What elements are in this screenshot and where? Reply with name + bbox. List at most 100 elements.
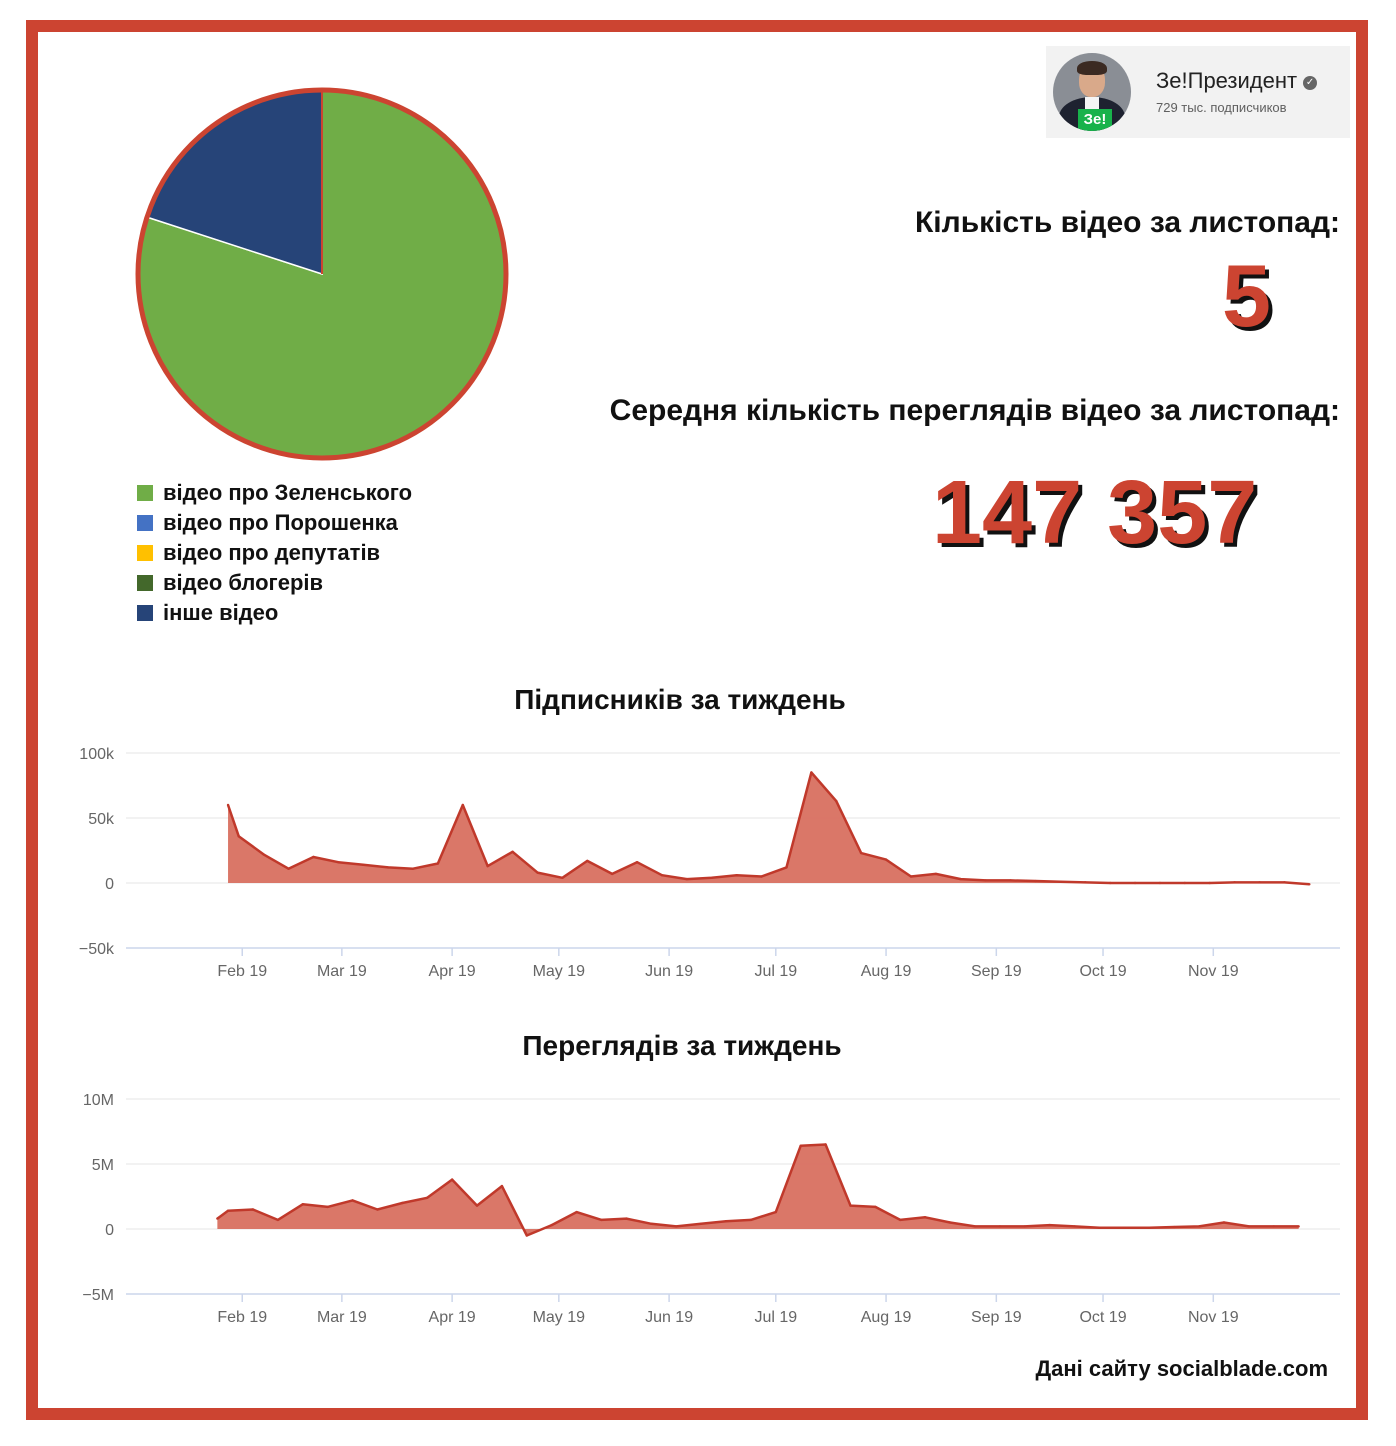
subs-title: Підписників за тиждень <box>514 684 845 715</box>
subs-point-17[interactable] <box>635 861 639 864</box>
views-point-25[interactable] <box>824 1143 827 1146</box>
views-point-3[interactable] <box>276 1218 280 1222</box>
subs-point-7[interactable] <box>386 866 390 869</box>
subs-point-41[interactable] <box>1233 881 1236 884</box>
subs-point-23[interactable] <box>785 866 788 869</box>
subs-point-11[interactable] <box>486 864 489 868</box>
subs-point-2[interactable] <box>262 853 265 856</box>
subs-point-4[interactable] <box>312 855 315 859</box>
legend-item-0[interactable]: відео про Зеленського <box>137 478 412 508</box>
subs-point-5[interactable] <box>337 861 340 864</box>
subs-point-29[interactable] <box>934 872 938 876</box>
subs-point-30[interactable] <box>959 877 962 881</box>
views-point-12[interactable] <box>500 1184 504 1188</box>
subs-point-36[interactable] <box>1108 881 1112 885</box>
subs-point-15[interactable] <box>586 859 589 863</box>
subs-point-31[interactable] <box>984 879 987 882</box>
subs-point-18[interactable] <box>660 874 664 877</box>
views-point-43[interactable] <box>1272 1225 1275 1228</box>
channel-name[interactable]: Зе!Президент ✓ <box>1156 68 1318 94</box>
views-point-44[interactable] <box>1297 1225 1300 1228</box>
views-point-17[interactable] <box>625 1217 628 1220</box>
views-point-10[interactable] <box>450 1178 454 1181</box>
subs-point-20[interactable] <box>710 876 713 879</box>
subs-point-8[interactable] <box>411 867 415 870</box>
legend-item-4[interactable]: інше відео <box>137 598 412 628</box>
views-point-31[interactable] <box>973 1225 977 1228</box>
subs-point-28[interactable] <box>909 875 913 878</box>
legend-item-1[interactable]: відео про Порошенка <box>137 508 412 538</box>
views-point-18[interactable] <box>650 1222 653 1225</box>
subs-point-40[interactable] <box>1208 881 1211 885</box>
subs-point-27[interactable] <box>884 858 888 861</box>
views-point-30[interactable] <box>948 1221 952 1224</box>
views-point-1[interactable] <box>226 1209 230 1212</box>
subs-point-24[interactable] <box>810 771 813 774</box>
views-point-8[interactable] <box>401 1201 404 1205</box>
views-point-16[interactable] <box>600 1218 603 1222</box>
views-point-9[interactable] <box>426 1196 429 1199</box>
subs-point-37[interactable] <box>1133 881 1137 885</box>
subs-point-22[interactable] <box>760 875 763 878</box>
subs-point-12[interactable] <box>511 850 514 853</box>
views-point-4[interactable] <box>301 1203 304 1206</box>
subs-point-10[interactable] <box>461 803 464 807</box>
subs-point-38[interactable] <box>1158 881 1162 885</box>
subs-point-14[interactable] <box>561 876 564 879</box>
views-point-19[interactable] <box>675 1225 678 1228</box>
subs-point-16[interactable] <box>610 872 614 876</box>
subs-point-35[interactable] <box>1084 881 1087 884</box>
subs-point-21[interactable] <box>735 874 738 877</box>
views-point-34[interactable] <box>1048 1223 1051 1227</box>
subs-point-0[interactable] <box>226 803 230 807</box>
views-point-35[interactable] <box>1073 1225 1076 1228</box>
views-point-6[interactable] <box>351 1199 354 1202</box>
legend-item-3[interactable]: відео блогерів <box>137 568 412 598</box>
subs-y-tick-1: 50k <box>88 811 115 828</box>
views-point-39[interactable] <box>1172 1225 1176 1229</box>
views-point-38[interactable] <box>1148 1226 1151 1229</box>
subs-point-13[interactable] <box>536 871 539 874</box>
channel-card[interactable]: Зе! Зе!Президент ✓ 729 тыс. подписчиков <box>1046 46 1350 138</box>
views-point-41[interactable] <box>1222 1221 1226 1224</box>
views-point-42[interactable] <box>1247 1225 1251 1228</box>
views-point-29[interactable] <box>923 1216 927 1219</box>
subs-point-34[interactable] <box>1059 880 1062 883</box>
views-point-20[interactable] <box>699 1222 703 1225</box>
views-point-40[interactable] <box>1197 1225 1201 1228</box>
subs-point-33[interactable] <box>1034 879 1037 883</box>
subs-point-43[interactable] <box>1283 881 1286 884</box>
views-point-14[interactable] <box>550 1223 553 1227</box>
views-point-27[interactable] <box>874 1205 877 1209</box>
views-point-7[interactable] <box>376 1208 379 1211</box>
subs-point-26[interactable] <box>859 851 863 855</box>
views-point-23[interactable] <box>774 1210 777 1214</box>
views-point-32[interactable] <box>998 1225 1002 1228</box>
views-point-24[interactable] <box>799 1144 802 1147</box>
subs-point-3[interactable] <box>287 867 290 870</box>
views-point-0[interactable] <box>216 1217 219 1220</box>
views-point-33[interactable] <box>1023 1225 1026 1228</box>
subs-point-1[interactable] <box>237 835 240 838</box>
views-point-2[interactable] <box>251 1208 255 1211</box>
views-point-11[interactable] <box>475 1204 479 1207</box>
views-point-37[interactable] <box>1123 1226 1126 1229</box>
subs-point-44[interactable] <box>1308 883 1311 886</box>
views-point-22[interactable] <box>749 1218 753 1222</box>
views-point-21[interactable] <box>724 1220 728 1223</box>
views-point-5[interactable] <box>326 1205 329 1209</box>
views-point-13[interactable] <box>525 1234 529 1237</box>
subs-point-9[interactable] <box>436 862 440 865</box>
views-point-28[interactable] <box>899 1218 902 1222</box>
legend-item-2[interactable]: відео про депутатів <box>137 538 412 568</box>
subs-point-32[interactable] <box>1009 879 1012 882</box>
subs-point-39[interactable] <box>1183 881 1187 885</box>
channel-avatar[interactable]: Зе! <box>1053 53 1131 131</box>
views-point-15[interactable] <box>575 1210 578 1214</box>
subs-point-19[interactable] <box>685 877 689 881</box>
subs-point-6[interactable] <box>361 863 365 866</box>
views-point-26[interactable] <box>849 1204 852 1207</box>
subs-point-42[interactable] <box>1258 881 1261 884</box>
views-point-36[interactable] <box>1098 1226 1101 1229</box>
subs-point-25[interactable] <box>835 799 838 803</box>
